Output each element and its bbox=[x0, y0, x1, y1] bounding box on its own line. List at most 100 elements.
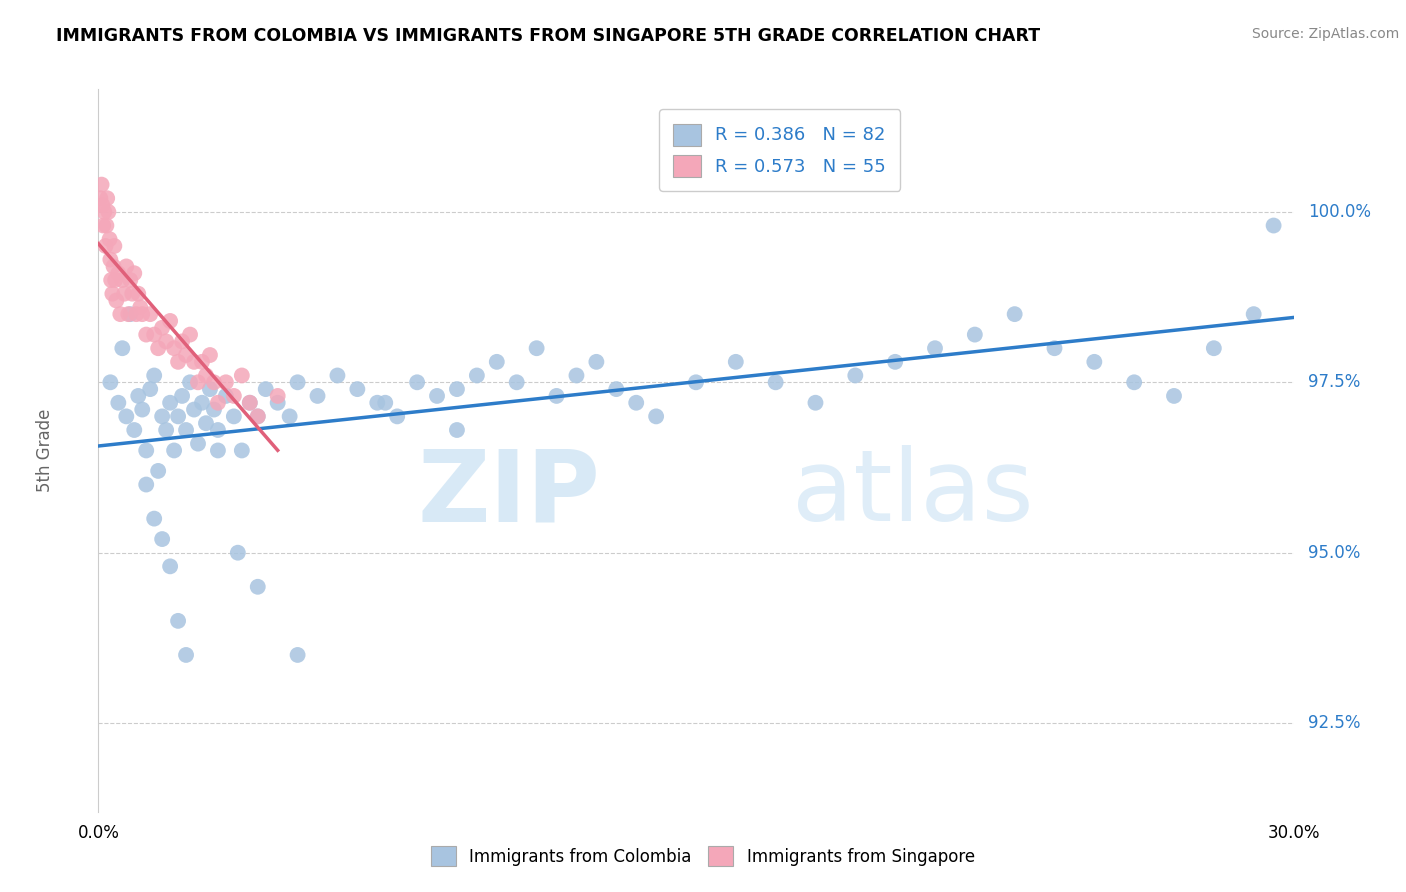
Point bbox=[104, 273, 127, 287]
Point bbox=[183, 355, 205, 369]
Point bbox=[115, 260, 138, 274]
Point bbox=[167, 355, 190, 369]
Point bbox=[135, 443, 157, 458]
Point bbox=[1004, 307, 1026, 321]
Point bbox=[231, 443, 253, 458]
Point bbox=[645, 409, 668, 424]
Point bbox=[198, 382, 221, 396]
Point bbox=[406, 376, 429, 390]
Point bbox=[202, 376, 225, 390]
Point bbox=[179, 376, 201, 390]
Point bbox=[546, 389, 568, 403]
Point bbox=[101, 286, 124, 301]
Point bbox=[207, 443, 229, 458]
Point bbox=[195, 416, 218, 430]
Point bbox=[98, 232, 121, 246]
Point bbox=[139, 307, 162, 321]
Point bbox=[207, 423, 229, 437]
Point bbox=[1123, 376, 1146, 390]
Point bbox=[179, 327, 201, 342]
Point bbox=[120, 307, 142, 321]
Point bbox=[804, 396, 827, 410]
Point bbox=[135, 477, 157, 491]
Point bbox=[1043, 341, 1066, 355]
Point bbox=[246, 409, 269, 424]
Text: 92.5%: 92.5% bbox=[1308, 714, 1361, 732]
Point bbox=[174, 423, 197, 437]
Point bbox=[131, 307, 153, 321]
Point bbox=[143, 327, 166, 342]
Point bbox=[222, 409, 245, 424]
Text: ZIP: ZIP bbox=[418, 445, 600, 542]
Point bbox=[163, 341, 186, 355]
Point bbox=[183, 402, 205, 417]
Point bbox=[884, 355, 907, 369]
Point bbox=[135, 327, 157, 342]
Point bbox=[150, 320, 173, 334]
Point bbox=[465, 368, 488, 383]
Point bbox=[131, 402, 153, 417]
Point bbox=[174, 648, 197, 662]
Legend: R = 0.386   N = 82, R = 0.573   N = 55: R = 0.386 N = 82, R = 0.573 N = 55 bbox=[659, 109, 900, 191]
Point bbox=[96, 219, 118, 233]
Text: 95.0%: 95.0% bbox=[1308, 544, 1360, 562]
Point bbox=[98, 252, 122, 267]
Point bbox=[1202, 341, 1225, 355]
Point bbox=[963, 327, 986, 342]
Point bbox=[103, 239, 125, 253]
Text: 97.5%: 97.5% bbox=[1308, 373, 1360, 392]
Point bbox=[174, 348, 197, 362]
Point bbox=[159, 559, 181, 574]
Point bbox=[124, 423, 146, 437]
Point bbox=[127, 389, 149, 403]
Point bbox=[172, 334, 194, 349]
Point bbox=[385, 409, 409, 424]
Point bbox=[1243, 307, 1265, 321]
Point bbox=[366, 396, 388, 410]
Point bbox=[605, 382, 627, 396]
Point bbox=[585, 355, 607, 369]
Text: 5th Grade: 5th Grade bbox=[35, 409, 53, 492]
Point bbox=[485, 355, 508, 369]
Point bbox=[163, 443, 186, 458]
Point bbox=[1163, 389, 1185, 403]
Point bbox=[139, 382, 162, 396]
Point bbox=[96, 191, 118, 205]
Point bbox=[326, 368, 349, 383]
Point bbox=[111, 341, 134, 355]
Point bbox=[125, 307, 148, 321]
Point bbox=[198, 348, 221, 362]
Point bbox=[98, 376, 122, 390]
Point bbox=[103, 260, 125, 274]
Point bbox=[143, 368, 166, 383]
Point bbox=[287, 376, 309, 390]
Point bbox=[127, 286, 149, 301]
Point bbox=[129, 301, 152, 315]
Point bbox=[191, 355, 214, 369]
Point bbox=[191, 396, 214, 410]
Point bbox=[565, 368, 588, 383]
Point bbox=[143, 511, 166, 525]
Text: atlas: atlas bbox=[792, 445, 1033, 542]
Point bbox=[215, 376, 238, 390]
Point bbox=[924, 341, 946, 355]
Point bbox=[202, 402, 225, 417]
Point bbox=[172, 389, 194, 403]
Point bbox=[231, 368, 253, 383]
Point bbox=[112, 286, 135, 301]
Point bbox=[426, 389, 449, 403]
Point bbox=[110, 307, 132, 321]
Point bbox=[446, 382, 468, 396]
Point bbox=[446, 423, 468, 437]
Point bbox=[155, 423, 177, 437]
Point bbox=[187, 376, 209, 390]
Point bbox=[93, 205, 115, 219]
Point bbox=[844, 368, 866, 383]
Point bbox=[222, 389, 245, 403]
Point bbox=[148, 341, 170, 355]
Point bbox=[91, 219, 114, 233]
Point bbox=[267, 396, 290, 410]
Point bbox=[526, 341, 548, 355]
Point bbox=[254, 382, 277, 396]
Point bbox=[155, 334, 177, 349]
